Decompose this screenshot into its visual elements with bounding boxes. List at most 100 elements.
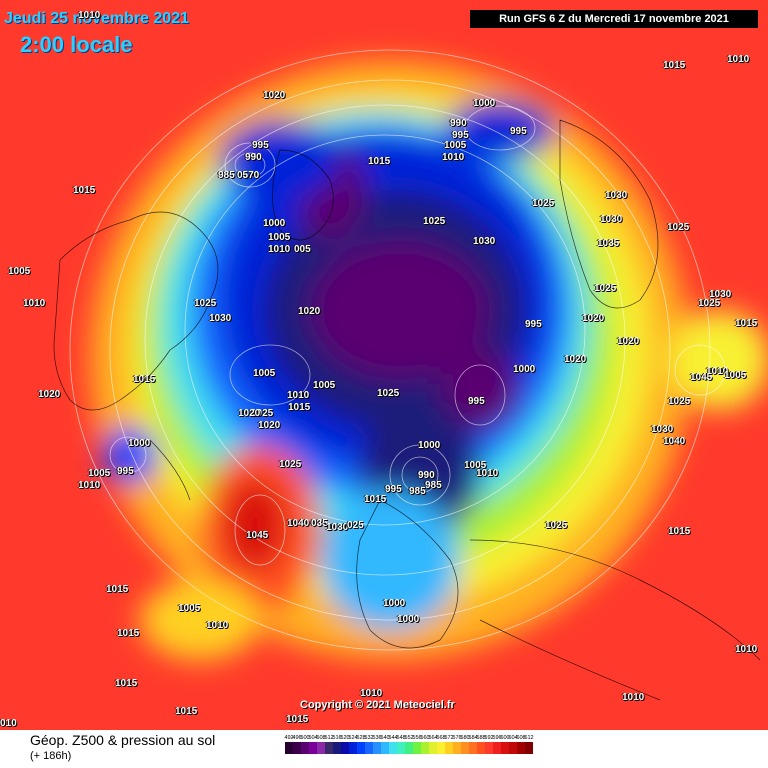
legend-label: 524 <box>348 735 358 741</box>
legend-swatch <box>517 742 525 754</box>
isobar-label: 1000 <box>513 364 536 375</box>
legend-item: 580 <box>460 734 470 754</box>
legend-item: 528 <box>356 734 366 754</box>
legend-item: 568 <box>436 734 446 754</box>
isobar-label: 1025 <box>423 216 446 227</box>
legend-item: 540 <box>380 734 390 754</box>
isobar-label: 1015 <box>368 156 391 167</box>
legend-swatch <box>421 742 429 754</box>
legend-swatch <box>333 742 341 754</box>
isobar-label: 1005 <box>313 380 336 391</box>
isobar-label: 1015 <box>364 494 387 505</box>
isobar-label: 1015 <box>286 714 309 725</box>
legend-label: 596 <box>492 735 502 741</box>
isobar-label: 1005 <box>178 603 201 614</box>
isobar-label: 1010 <box>78 480 101 491</box>
legend-item: 584 <box>468 734 478 754</box>
legend-label: 520 <box>340 735 350 741</box>
legend-swatch <box>461 742 469 754</box>
forecast-horizon: (+ 186h) <box>30 750 72 762</box>
forecast-time: 2:00 locale <box>20 32 133 57</box>
isobar-label: 1015 <box>668 526 691 537</box>
legend-item: 612 <box>524 734 534 754</box>
legend-item: 564 <box>428 734 438 754</box>
legend-swatch <box>285 742 293 754</box>
isobar-label: 035 <box>311 518 328 529</box>
legend-label: 496 <box>292 735 302 741</box>
isobar-label: 1005 <box>88 468 111 479</box>
legend-swatch <box>381 742 389 754</box>
legend-item: 520 <box>340 734 350 754</box>
legend-item: 512 <box>324 734 334 754</box>
isobar-label: 1020 <box>263 90 286 101</box>
legend-item: 552 <box>404 734 414 754</box>
isobar-label: 1000 <box>418 440 441 451</box>
legend-item: 532 <box>364 734 374 754</box>
isobar-label: 1005 <box>724 370 747 381</box>
isobar-label: 1020 <box>258 420 281 431</box>
isobar-label: 1020 <box>38 389 61 400</box>
isobar-label: 985 <box>409 486 426 497</box>
copyright: Copyright © 2021 Meteociel.fr <box>300 699 455 711</box>
legend-swatch <box>373 742 381 754</box>
legend-item: 548 <box>396 734 406 754</box>
legend-swatch <box>437 742 445 754</box>
isobar-label: 990 <box>418 470 435 481</box>
isobar-label: 1030 <box>473 236 496 247</box>
isobar-label: 1030 <box>605 190 628 201</box>
legend-label: 580 <box>460 735 470 741</box>
coastlines <box>53 119 761 701</box>
isobar-label: 985 <box>425 480 442 491</box>
isobar-label: 1015 <box>106 584 129 595</box>
legend-swatch <box>349 742 357 754</box>
geopotential-field <box>90 60 768 660</box>
legend-swatch <box>405 742 413 754</box>
isobar-label: 1000 <box>397 614 420 625</box>
color-legend: 492 496 500 504 508 512 516 520 524 528 532 536 540 5… <box>284 734 534 754</box>
isobar-label: 1040 <box>287 518 310 529</box>
z500-map <box>53 49 768 701</box>
isobar-label: 1010 <box>706 366 729 377</box>
isobar-lines <box>69 49 726 651</box>
legend-item: 492 <box>284 734 294 754</box>
forecast-date: Jeudi 25 novembre 2021 <box>4 10 189 27</box>
legend-label: 588 <box>476 735 486 741</box>
isobar-label: 1025 <box>667 222 690 233</box>
isobar-label: 1025 <box>698 298 721 309</box>
isobar-label: 005 <box>294 244 311 255</box>
legend-swatch <box>357 742 365 754</box>
legend-item: 608 <box>516 734 526 754</box>
legend-label: 540 <box>380 735 390 741</box>
isobar-label: 1030 <box>600 214 623 225</box>
isobar-label: 1010 <box>442 152 465 163</box>
isobar-label: 1025 <box>545 520 568 531</box>
isobar-label: 1030 <box>326 522 349 533</box>
legend-swatch <box>365 742 373 754</box>
isobar-label: 1005 <box>8 266 31 277</box>
isobar-label: 1000 <box>128 438 151 449</box>
isobar-label: 1025 <box>668 396 691 407</box>
legend-item: 596 <box>492 734 502 754</box>
legend-item: 504 <box>308 734 318 754</box>
isobar-label: 1010 <box>78 10 101 21</box>
map-title: Géop. Z500 & pression au sol <box>30 732 216 748</box>
legend-label: 564 <box>428 735 438 741</box>
isobar-label: 1025 <box>594 283 617 294</box>
isobar-label: 1015 <box>115 678 138 689</box>
isobar-label: 1045 <box>246 530 269 541</box>
isobar-label: 1020 <box>564 354 587 365</box>
isobar-label: 1005 <box>253 368 276 379</box>
legend-swatch <box>413 742 421 754</box>
isobar-label: 1010 <box>287 390 310 401</box>
legend-swatch <box>317 742 325 754</box>
isobar-label: 995 <box>452 130 469 141</box>
isobar-label: 1000 <box>383 598 406 609</box>
isobar-label: 1025 <box>377 388 400 399</box>
isobar-label: 1015 <box>175 706 198 717</box>
legend-swatch <box>525 742 533 754</box>
isobar-label: 1030 <box>709 289 732 300</box>
isobar-label: 1030 <box>651 424 674 435</box>
isobar-label: 995 <box>468 396 485 407</box>
isobar-label: 990 <box>245 152 262 163</box>
legend-swatch <box>325 742 333 754</box>
